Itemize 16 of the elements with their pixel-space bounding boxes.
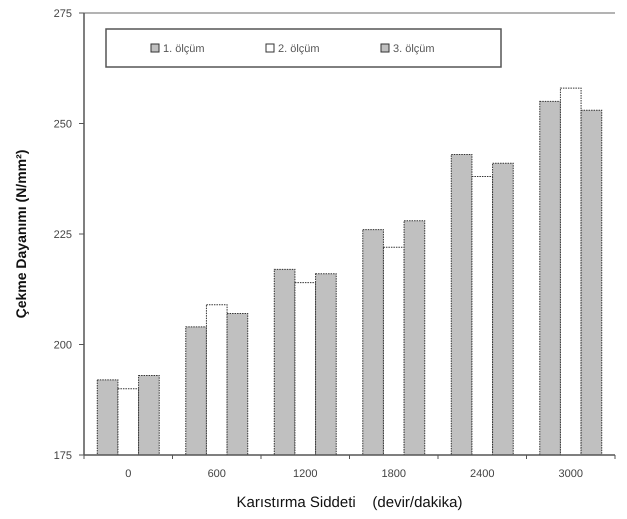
y-tick-label: 200 xyxy=(54,339,72,352)
x-tick-label: 2400 xyxy=(470,468,494,480)
y-tick-label: 175 xyxy=(54,450,72,462)
x-axis-title: Karıstırma Siddeti (devir/dakika) xyxy=(236,494,462,511)
legend-label: 1. ölçüm xyxy=(163,42,205,55)
legend-label: 2. ölçüm xyxy=(278,42,320,55)
y-tick-label: 250 xyxy=(54,118,72,130)
x-tick-label: 3000 xyxy=(558,468,583,480)
x-tick-label: 1800 xyxy=(382,468,406,480)
x-tick-label: 0 xyxy=(125,468,132,480)
y-tick-label: 225 xyxy=(54,228,72,241)
x-tick-label: 600 xyxy=(208,468,226,480)
y-axis-title: Çekme Dayanımı (N/mm²) xyxy=(13,150,29,318)
y-tick-label: 275 xyxy=(54,8,72,20)
legend-label: 3. ölçüm xyxy=(393,42,435,55)
x-tick-label: 1200 xyxy=(293,468,318,480)
